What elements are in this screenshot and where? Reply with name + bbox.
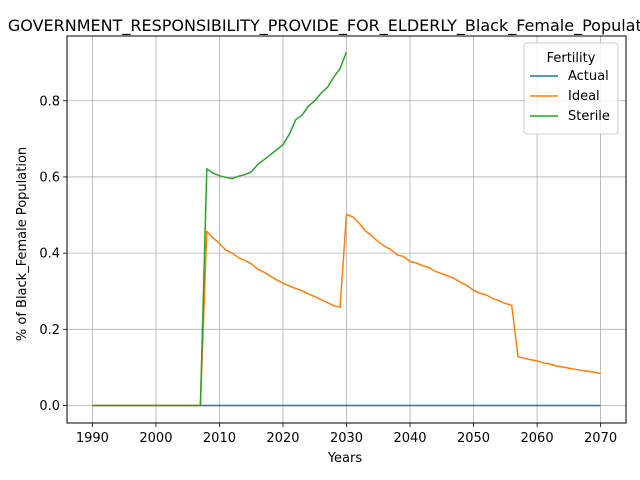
y-tick-label: 0.0 <box>39 399 60 414</box>
legend-label-actual: Actual <box>568 69 609 84</box>
y-axis-label: % of Black_Female Population <box>15 147 30 341</box>
legend: Fertility Actual Ideal Sterile <box>523 42 619 135</box>
legend-label-sterile: Sterile <box>568 109 610 124</box>
x-tick-label: 2040 <box>393 431 426 446</box>
y-tick-label: 0.4 <box>39 247 60 262</box>
x-tick-label: 2000 <box>139 431 172 446</box>
y-tick-label: 0.8 <box>39 94 60 109</box>
y-tick-label: 0.2 <box>39 323 60 338</box>
series-line-ideal <box>92 213 601 407</box>
x-tick-label: 2070 <box>584 431 617 446</box>
x-tick-label: 2030 <box>330 431 363 446</box>
x-tick-label: 1990 <box>76 431 109 446</box>
series-lines <box>92 51 601 407</box>
x-tick-label: 2010 <box>203 431 236 446</box>
legend-box <box>523 42 619 135</box>
x-tick-label: 2020 <box>266 431 299 446</box>
x-tick-label: 2060 <box>521 431 554 446</box>
x-tick-label: 2050 <box>457 431 490 446</box>
chart-title: GOVERNMENT_RESPONSIBILITY_PROVIDE_FOR_EL… <box>8 16 640 36</box>
legend-label-ideal: Ideal <box>568 89 600 104</box>
series-line-sterile <box>92 51 348 407</box>
legend-items: Actual Ideal Sterile <box>530 69 610 124</box>
x-axis-label: Years <box>327 451 363 466</box>
legend-title: Fertility <box>547 51 596 66</box>
y-tick-label: 0.6 <box>39 170 60 185</box>
axis-ticks: 1990 2000 2010 2020 2030 2040 2050 2060 2070 0.0 0… <box>39 94 617 446</box>
